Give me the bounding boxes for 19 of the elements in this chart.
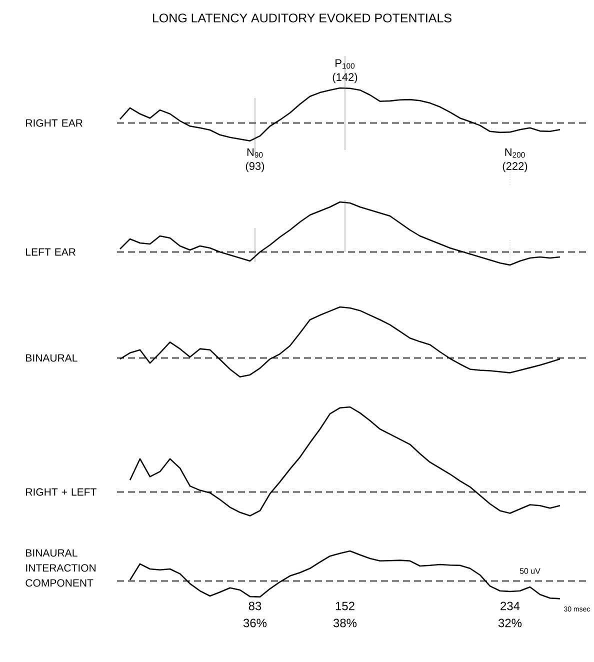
text: (93) [246,162,264,172]
y-axis-title: RIGHT EAR [26,119,82,127]
y-axis-title: BINAURAL INTERACTION COMPONENT [26,549,96,587]
text: (222) [502,162,528,172]
text: 38% [333,618,357,628]
text: N$_{200}$ [505,148,525,158]
text: 83 [248,602,262,610]
text: 152 [336,602,354,610]
text: P$_{100}$ [336,59,355,69]
annotation: 50 uV [520,568,540,574]
y-axis-title: RIGHT + LEFT [26,488,96,496]
text: (142) [332,72,358,84]
y-axis-title: BINAURAL [26,354,78,362]
text: 32% [498,618,522,628]
chart-title: LONG LATENCY AUDITORY EVOKED POTENTIALS [152,14,452,22]
y-axis-title: LEFT EAR [26,248,76,256]
text: 36% [243,618,267,628]
text: N$_{90}$ [247,148,263,158]
text: 234 [500,602,520,610]
